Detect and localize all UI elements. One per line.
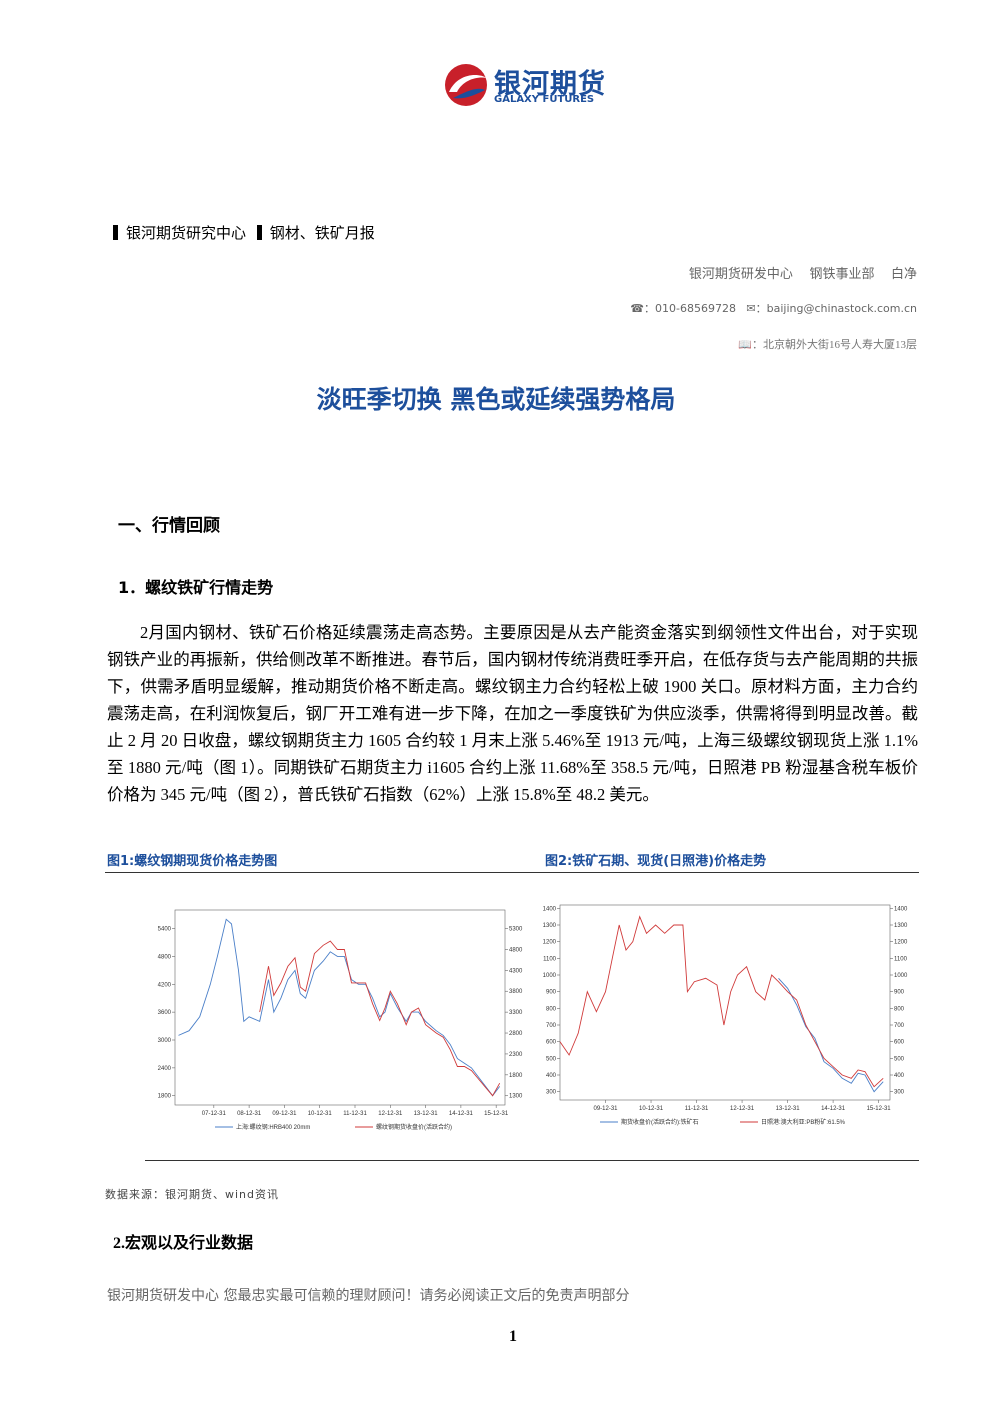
y2-tick-label: 800 bbox=[894, 1006, 905, 1012]
y-tick-label: 500 bbox=[546, 1056, 557, 1062]
report-type: 钢材、铁矿月报 bbox=[269, 224, 375, 242]
figure-title: 图2:铁矿石期、现货(日照港)价格走势 bbox=[545, 854, 767, 869]
series-line bbox=[259, 940, 501, 1097]
x-tick-label: 09-12-31 bbox=[594, 1106, 619, 1112]
x-tick-label: 11-12-31 bbox=[685, 1106, 709, 1112]
y-tick-label: 1100 bbox=[543, 956, 557, 962]
series-line bbox=[559, 915, 884, 1088]
logo-mark bbox=[445, 64, 487, 106]
y-tick-label: 1300 bbox=[543, 923, 557, 929]
y-tick-label: 4200 bbox=[158, 982, 172, 988]
y-tick-label: 3000 bbox=[158, 1038, 172, 1044]
legend-label: 期货收盘价(活跃合约):铁矿石 bbox=[621, 1118, 699, 1126]
x-tick-label: 10-12-31 bbox=[639, 1106, 664, 1112]
rule bbox=[145, 1160, 919, 1161]
x-tick-label: 07-12-31 bbox=[202, 1111, 227, 1117]
y2-tick-label: 3300 bbox=[509, 1010, 523, 1016]
rule bbox=[105, 872, 919, 873]
y-tick-label: 1000 bbox=[543, 973, 557, 979]
x-tick-label: 11-12-31 bbox=[343, 1111, 367, 1117]
footer: 银河期货研发中心 您最忠实最可信赖的理财顾问！请务必阅读正文后的免责声明部分 bbox=[107, 1288, 630, 1304]
y-tick-label: 900 bbox=[546, 990, 557, 996]
plot-area bbox=[559, 904, 891, 1101]
plot-area bbox=[174, 909, 506, 1106]
series-line bbox=[778, 977, 884, 1093]
y2-tick-label: 1300 bbox=[894, 923, 908, 929]
y-tick-label: 1400 bbox=[543, 906, 557, 912]
y2-tick-label: 700 bbox=[894, 1023, 905, 1029]
y2-tick-label: 900 bbox=[894, 990, 905, 996]
y-tick-label: 4800 bbox=[158, 954, 172, 960]
author: 白净 bbox=[890, 267, 917, 282]
y2-tick-label: 4300 bbox=[509, 968, 523, 974]
x-tick-label: 15-12-31 bbox=[484, 1111, 509, 1117]
section-heading: 2.宏观以及行业数据 bbox=[113, 1235, 254, 1252]
figure-title: 图1:螺纹钢期现货价格走势图 bbox=[107, 854, 278, 869]
y2-tick-label: 2300 bbox=[509, 1052, 523, 1058]
y-tick-label: 600 bbox=[546, 1040, 557, 1046]
y2-tick-label: 1000 bbox=[894, 973, 908, 979]
logo-cn: 银河期货 bbox=[494, 69, 606, 100]
y2-tick-label: 400 bbox=[894, 1073, 905, 1079]
x-tick-label: 10-12-31 bbox=[308, 1111, 333, 1117]
chart: 1800 2400 3000 3600 4200 4800 5400 1300 1800 2300… bbox=[158, 909, 523, 1131]
chart: 300 400 500 600 700 800 900 1000 1100 1200 1300 140… bbox=[543, 904, 908, 1126]
y-tick-label: 1800 bbox=[158, 1094, 172, 1100]
legend-label: 日照港:澳大利亚:PB粉矿:61.5% bbox=[761, 1118, 846, 1126]
series-line bbox=[178, 918, 501, 1097]
x-tick-label: 12-12-31 bbox=[730, 1106, 755, 1112]
center: 银河期货研究中心 bbox=[126, 224, 247, 242]
page-number: 1 bbox=[509, 1328, 517, 1345]
dept: 钢铁事业部 bbox=[809, 267, 875, 282]
contact: ☎：010-68569728 ✉：baijing@chinastock.com.… bbox=[630, 302, 917, 315]
y-tick-label: 2400 bbox=[158, 1066, 172, 1072]
x-tick-label: 14-12-31 bbox=[821, 1106, 846, 1112]
logo-en: GALAXY FUTURES bbox=[494, 94, 595, 105]
y-tick-label: 700 bbox=[546, 1023, 557, 1029]
x-tick-label: 13-12-31 bbox=[414, 1111, 439, 1117]
y-tick-label: 300 bbox=[546, 1090, 557, 1096]
y2-tick-label: 1200 bbox=[894, 940, 908, 946]
y-tick-label: 3600 bbox=[158, 1010, 172, 1016]
y-tick-label: 5400 bbox=[158, 927, 172, 933]
paragraph: 2月国内钢材、铁矿石价格延续震荡走高态势。主要原因是从去产能资金落实到纲领性文件… bbox=[107, 623, 918, 804]
legend-label: 上海:螺纹钢:HRB400 20mm bbox=[236, 1123, 310, 1131]
x-tick-label: 14-12-31 bbox=[449, 1111, 474, 1117]
section-heading: 一、行情回顾 bbox=[118, 516, 220, 536]
dept: 银河期货研发中心 bbox=[688, 267, 793, 282]
address: 北京朝外大街16号人寿大厦13层 bbox=[763, 339, 917, 351]
y2-tick-label: 1800 bbox=[509, 1073, 523, 1079]
legend-label: 螺纹钢期货收盘价(活跃合约) bbox=[376, 1123, 452, 1131]
author-line: 银河期货研发中心 钢铁事业部 白净 bbox=[689, 263, 917, 282]
report-line: 银河期货研究中心 钢材、铁矿月报 bbox=[113, 222, 375, 243]
phone: 010-68569728 bbox=[654, 302, 736, 315]
source: 数据来源：银河期货、wind资讯 bbox=[105, 1188, 280, 1201]
y2-tick-label: 4800 bbox=[509, 947, 523, 953]
x-tick-label: 09-12-31 bbox=[272, 1111, 297, 1117]
y-tick-label: 1200 bbox=[543, 940, 557, 946]
y2-tick-label: 1100 bbox=[894, 956, 908, 962]
address-line: 📖：北京朝外大街16号人寿大厦13层 bbox=[738, 339, 917, 351]
y2-tick-label: 5300 bbox=[509, 927, 523, 933]
y2-tick-label: 2800 bbox=[509, 1031, 523, 1037]
title: 淡旺季切换 黑色或延续强势格局 bbox=[316, 385, 676, 414]
email: baijing@chinastock.com.cn bbox=[766, 302, 917, 315]
subsection-heading: 1．螺纹铁矿行情走势 bbox=[118, 578, 274, 597]
x-tick-label: 08-12-31 bbox=[237, 1111, 262, 1117]
x-tick-label: 13-12-31 bbox=[776, 1106, 801, 1112]
y2-tick-label: 1300 bbox=[509, 1094, 523, 1100]
y2-tick-label: 600 bbox=[894, 1040, 905, 1046]
y2-tick-label: 3800 bbox=[509, 989, 523, 995]
y2-tick-label: 1400 bbox=[894, 906, 908, 912]
y-tick-label: 400 bbox=[546, 1073, 557, 1079]
x-tick-label: 12-12-31 bbox=[378, 1111, 403, 1117]
y2-tick-label: 500 bbox=[894, 1056, 905, 1062]
x-tick-label: 15-12-31 bbox=[867, 1106, 892, 1112]
y2-tick-label: 300 bbox=[894, 1090, 905, 1096]
y-tick-label: 800 bbox=[546, 1006, 557, 1012]
